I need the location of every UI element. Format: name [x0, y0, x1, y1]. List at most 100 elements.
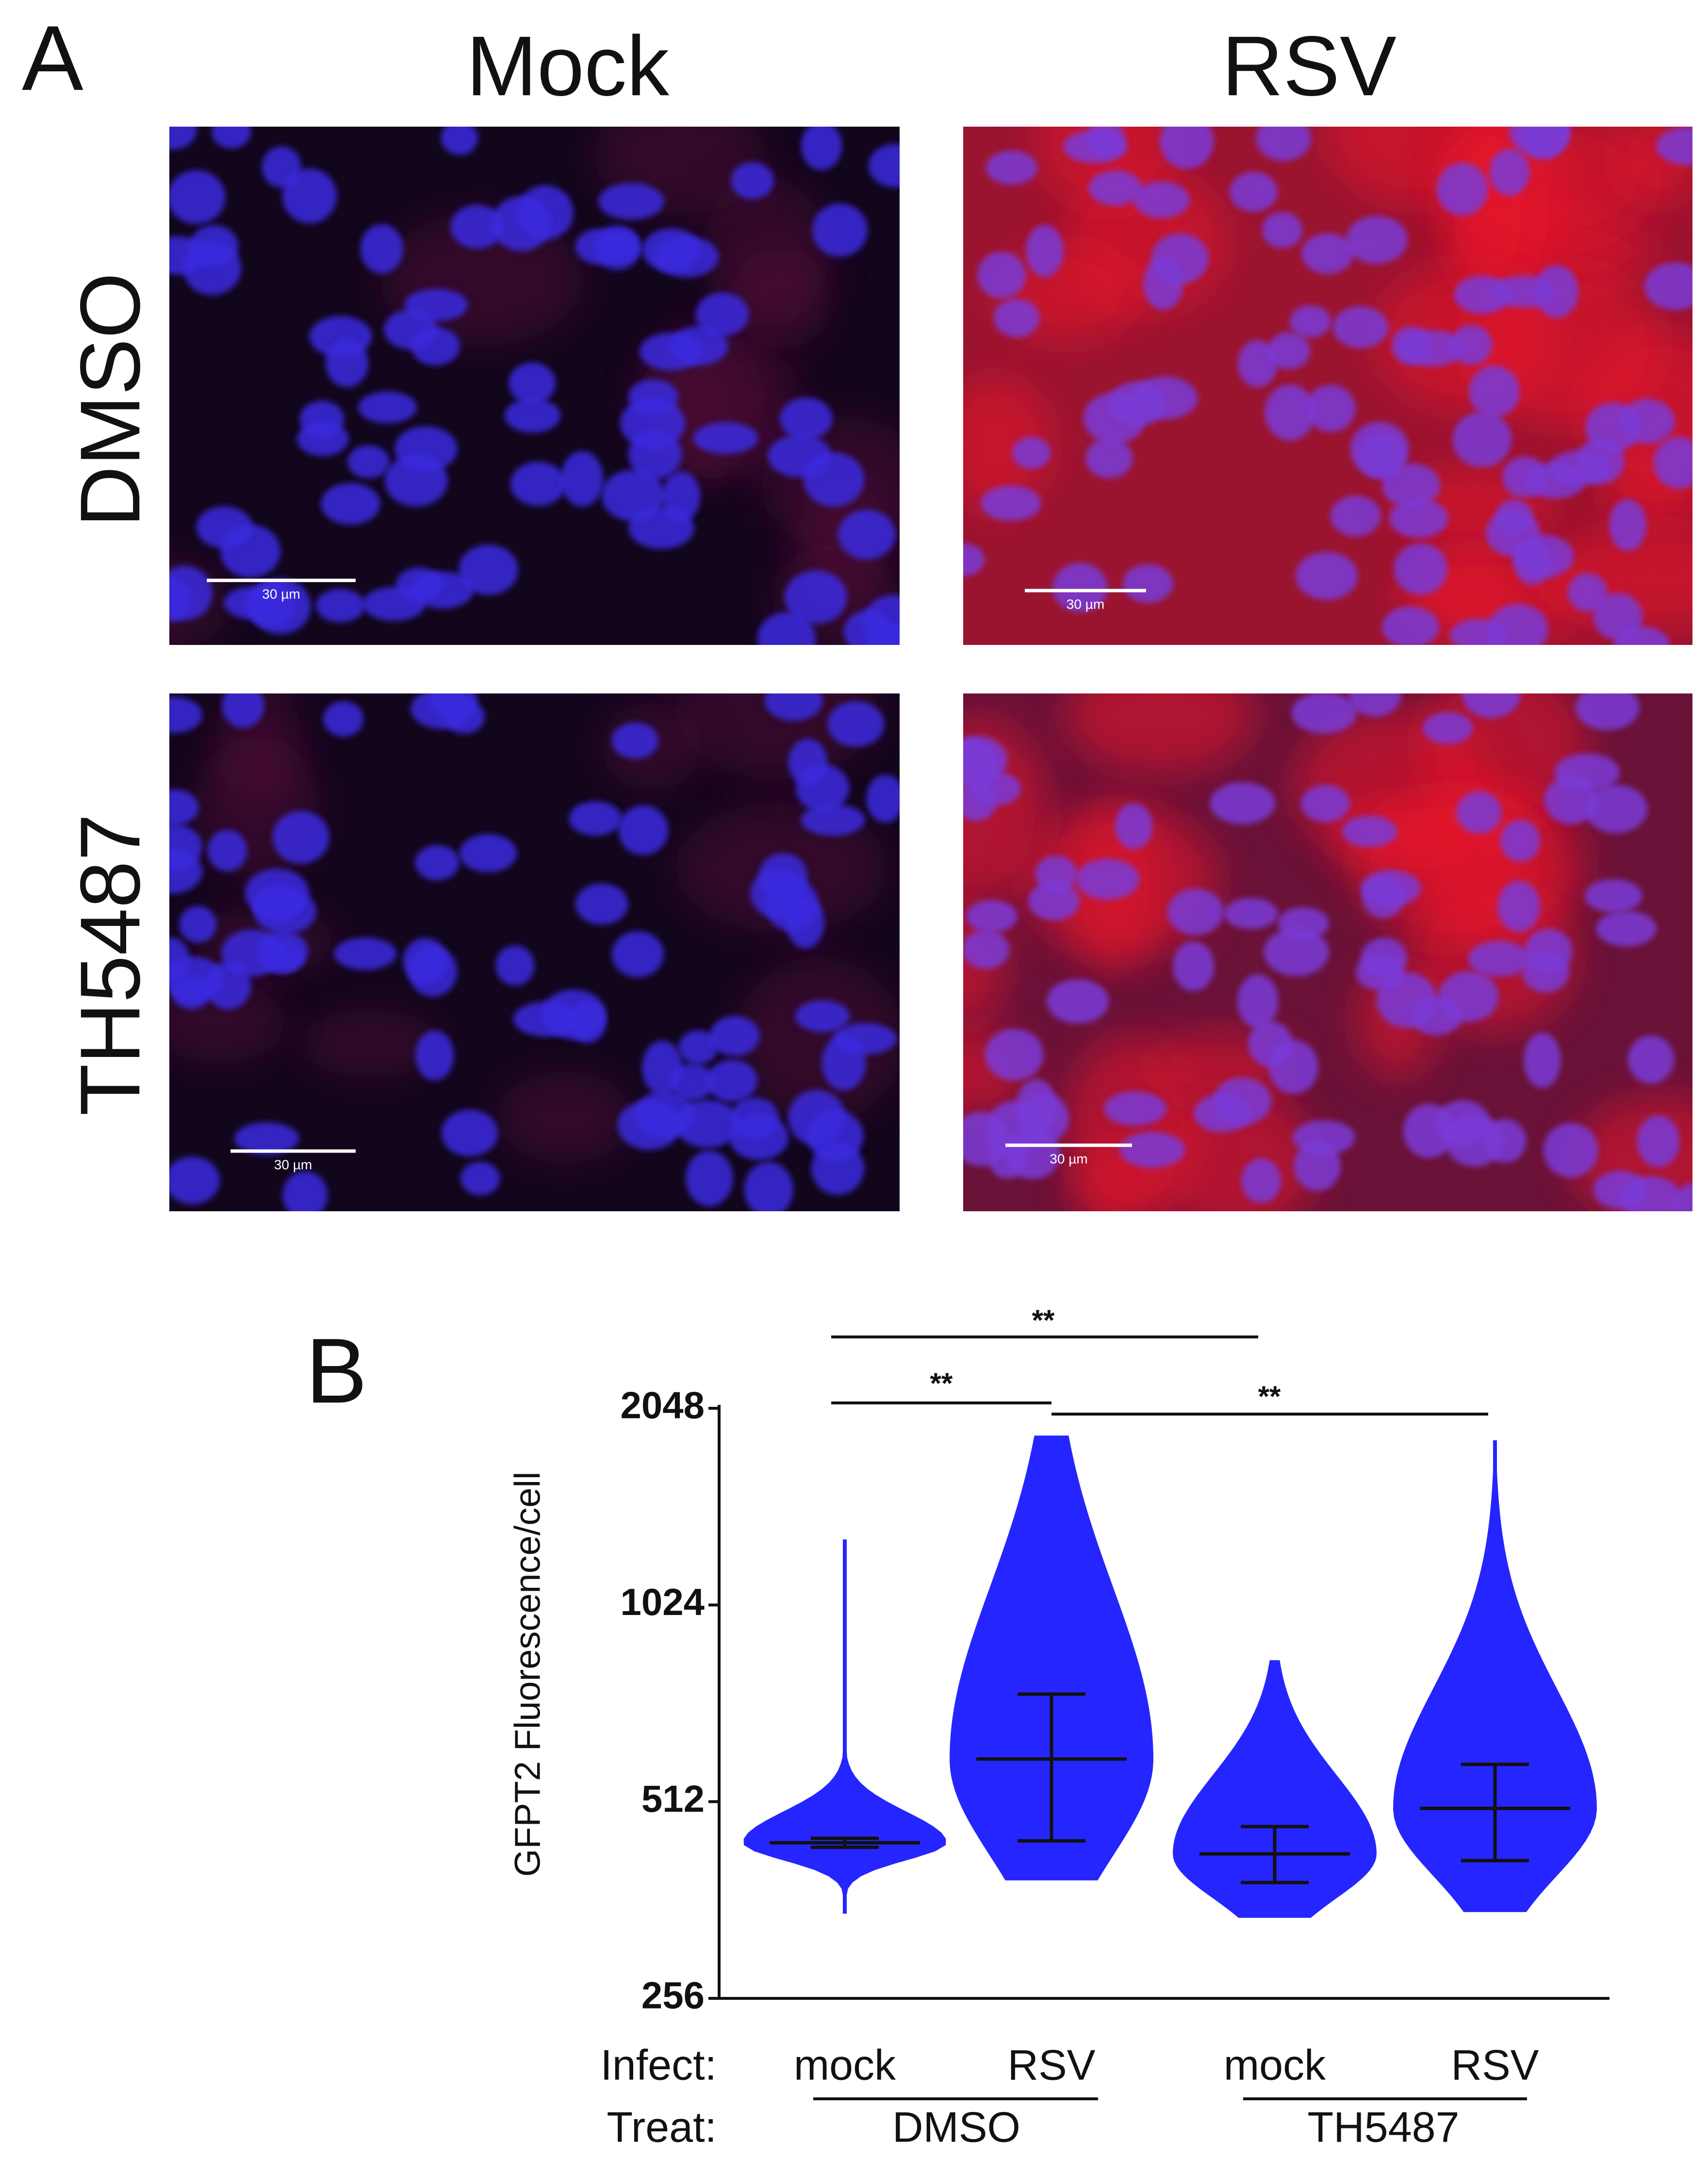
significance-label: **: [1032, 1304, 1055, 1336]
nucleus: [784, 570, 847, 624]
nucleus: [985, 150, 1037, 185]
cytoplasm: [963, 377, 1051, 512]
nucleus: [1119, 1132, 1185, 1168]
nucleus: [1103, 1091, 1166, 1126]
y-tick-label: 1024: [620, 1581, 705, 1623]
nucleus: [795, 1000, 850, 1032]
nucleus: [1469, 365, 1520, 417]
nucleus: [1132, 376, 1198, 420]
nucleus: [505, 398, 561, 433]
nucleus: [179, 906, 217, 943]
cytoplasm: [299, 1009, 441, 1078]
nucleus: [1614, 626, 1670, 645]
panel-label: A: [22, 7, 83, 110]
nucleus: [1016, 1079, 1057, 1135]
panel-label: B: [306, 1319, 367, 1422]
nucleus: [1627, 1035, 1675, 1084]
nucleus: [1513, 539, 1552, 585]
nucleus: [169, 170, 226, 224]
nucleus: [1554, 753, 1620, 791]
nucleus: [459, 544, 518, 595]
nucleus: [1237, 340, 1278, 388]
nucleus: [1450, 619, 1507, 645]
scale-bar-label: 30 µm: [1067, 596, 1104, 611]
nucleus: [362, 587, 426, 621]
swarm: [743, 1539, 946, 1914]
nucleus: [765, 693, 823, 721]
nucleus: [1210, 782, 1275, 824]
nucleus: [1543, 1123, 1598, 1178]
nucleus: [384, 454, 448, 507]
nucleus: [601, 470, 665, 521]
nucleus: [1489, 148, 1530, 196]
nucleus: [1381, 463, 1441, 508]
nucleus: [1576, 693, 1640, 730]
nucleus: [282, 168, 337, 224]
nucleus: [1394, 543, 1447, 595]
nucleus: [1346, 215, 1408, 264]
nucleus: [1330, 495, 1381, 537]
nucleus: [1524, 1032, 1561, 1088]
nucleus: [1005, 1127, 1061, 1179]
nucleus: [993, 299, 1040, 338]
nucleus: [1237, 974, 1279, 1028]
nucleus: [441, 127, 478, 155]
nucleus: [1025, 225, 1064, 277]
nucleus: [358, 391, 417, 424]
nucleus: [1172, 941, 1215, 991]
nucleus: [788, 739, 827, 786]
nucleus: [1063, 130, 1128, 164]
nucleus: [1035, 856, 1078, 892]
nucleus: [1381, 606, 1439, 645]
nucleus: [801, 127, 842, 170]
nucleus: [1296, 552, 1358, 600]
nucleus: [628, 430, 682, 479]
nucleus: [326, 339, 369, 387]
nucleus: [618, 805, 669, 856]
nucleus: [786, 896, 824, 949]
nucleus: [1644, 262, 1692, 310]
nucleus: [1012, 436, 1051, 469]
nucleus: [415, 845, 460, 881]
nucleus: [1509, 127, 1571, 156]
nucleus: [403, 938, 447, 985]
cytoplasm: [676, 693, 879, 780]
nucleus: [780, 397, 833, 440]
nucleus: [843, 610, 893, 645]
nucleus: [731, 162, 774, 199]
nucleus: [1289, 305, 1331, 338]
nucleus: [642, 1040, 683, 1095]
scale-bar-label: 30 µm: [262, 586, 300, 601]
nucleus: [207, 829, 247, 872]
nucleus: [212, 127, 251, 148]
nucleus: [1229, 172, 1278, 212]
nucleus: [598, 183, 664, 220]
nucleus: [1301, 233, 1354, 274]
nucleus: [706, 1059, 757, 1102]
nucleus: [1143, 258, 1183, 310]
nucleus: [1502, 456, 1548, 498]
nucleus: [640, 332, 702, 371]
nucleus: [963, 544, 985, 576]
nucleus: [1450, 325, 1493, 365]
nucleus: [1584, 784, 1648, 833]
nucleus: [169, 789, 199, 825]
x-tick-label: mock: [794, 2041, 896, 2089]
nucleus: [693, 422, 758, 454]
nucleus: [1348, 693, 1401, 717]
y-tick-label: 2048: [620, 1384, 705, 1427]
x-tick-label: mock: [1224, 2041, 1326, 2089]
nucleus: [321, 483, 380, 525]
nucleus: [1389, 499, 1448, 538]
nucleus: [869, 144, 900, 187]
nucleus: [1522, 952, 1570, 993]
nucleus: [1262, 212, 1303, 248]
nucleus: [169, 127, 197, 149]
y-tick-label: 512: [641, 1777, 705, 1820]
nucleus: [966, 900, 1018, 933]
nucleus: [1052, 562, 1108, 612]
nucleus: [1088, 170, 1142, 206]
nucleus: [1609, 499, 1647, 551]
nucleus: [675, 1100, 740, 1148]
